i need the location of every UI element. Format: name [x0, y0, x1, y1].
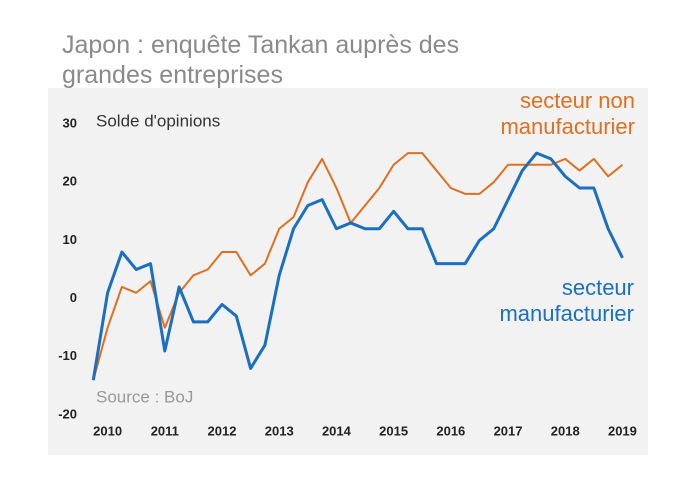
y-tick-label: 10: [63, 232, 77, 247]
y-tick-label: 30: [63, 115, 77, 130]
series-line: [92, 152, 624, 381]
chart-title: Japon : enquête Tankan auprès des grande…: [62, 31, 460, 89]
x-tick-label: 2018: [551, 423, 580, 438]
y-axis-label: Solde d'opinions: [96, 111, 220, 130]
x-tick-label: 2019: [608, 423, 637, 438]
y-tick-label: 0: [70, 290, 77, 305]
x-tick-label: 2014: [322, 423, 352, 438]
series-label: secteur non manufacturier: [500, 88, 635, 139]
x-tick-label: 2011: [151, 423, 179, 438]
series-line: [91, 151, 624, 381]
x-tick-label: 2015: [379, 423, 408, 438]
x-tick-label: 2012: [208, 423, 237, 438]
x-tick-label: 2016: [436, 423, 465, 438]
plot-background: [48, 88, 648, 455]
y-tick-label: -20: [58, 406, 77, 421]
x-tick-label: 2013: [265, 423, 294, 438]
y-tick-label: 20: [63, 174, 77, 189]
x-tick-label: 2017: [494, 423, 523, 438]
series-label: secteur manufacturier: [499, 275, 634, 326]
x-tick-label: 2010: [93, 423, 122, 438]
source: Source : BoJ: [96, 387, 193, 406]
y-tick-label: -10: [58, 348, 77, 363]
